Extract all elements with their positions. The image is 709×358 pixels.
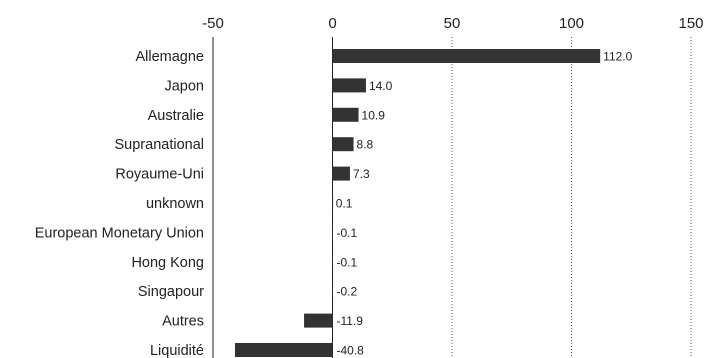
bar bbox=[332, 107, 359, 122]
value-labels: 112.0 14.0 10.9 8.8 7.3 0.1 -0.1 -0.1 -0.2 -11.9 -… bbox=[336, 50, 633, 358]
value-label: -0.2 bbox=[337, 285, 358, 299]
category-label: Royaume-Uni bbox=[115, 167, 204, 183]
bar bbox=[332, 166, 350, 181]
bar bbox=[332, 284, 333, 299]
x-tick-label: 0 bbox=[328, 15, 336, 32]
category-labels: Allemagne Japon Australie Supranational Roya… bbox=[35, 49, 204, 358]
grid-lines bbox=[451, 37, 692, 358]
category-label: Supranational bbox=[115, 137, 205, 153]
x-tick-labels: -50 0 50 100 150 bbox=[202, 15, 703, 32]
bar bbox=[304, 313, 333, 328]
value-label: -0.1 bbox=[337, 255, 358, 269]
x-tick-label: 150 bbox=[678, 15, 703, 32]
bars bbox=[234, 49, 601, 357]
bar bbox=[332, 254, 333, 269]
category-label: Hong Kong bbox=[131, 255, 204, 271]
category-label: Liquidité bbox=[150, 343, 204, 358]
x-tick-label: -50 bbox=[202, 15, 224, 32]
bar bbox=[332, 137, 354, 152]
value-label: -40.8 bbox=[337, 344, 365, 358]
category-label: Japon bbox=[164, 78, 204, 94]
value-label: 14.0 bbox=[369, 79, 393, 93]
bar bbox=[332, 49, 601, 63]
x-tick-label: 50 bbox=[444, 15, 461, 32]
axes bbox=[212, 37, 333, 358]
category-label: unknown bbox=[146, 196, 204, 212]
bar bbox=[332, 78, 366, 93]
bar bbox=[234, 343, 333, 357]
value-label: 8.8 bbox=[357, 138, 374, 152]
value-label: -11.9 bbox=[337, 314, 364, 328]
category-label: Singapour bbox=[138, 284, 204, 300]
category-label: European Monetary Union bbox=[35, 225, 204, 241]
bar bbox=[332, 225, 333, 240]
value-label: 7.3 bbox=[353, 167, 370, 181]
value-label: 10.9 bbox=[362, 108, 386, 122]
bar bbox=[332, 196, 334, 210]
category-label: Autres bbox=[162, 314, 204, 330]
value-label: 112.0 bbox=[603, 50, 632, 64]
x-tick-label: 100 bbox=[559, 15, 584, 32]
value-label: -0.1 bbox=[337, 226, 358, 240]
value-label: 0.1 bbox=[336, 197, 353, 211]
category-label: Allemagne bbox=[135, 49, 204, 65]
category-label: Australie bbox=[148, 108, 204, 124]
